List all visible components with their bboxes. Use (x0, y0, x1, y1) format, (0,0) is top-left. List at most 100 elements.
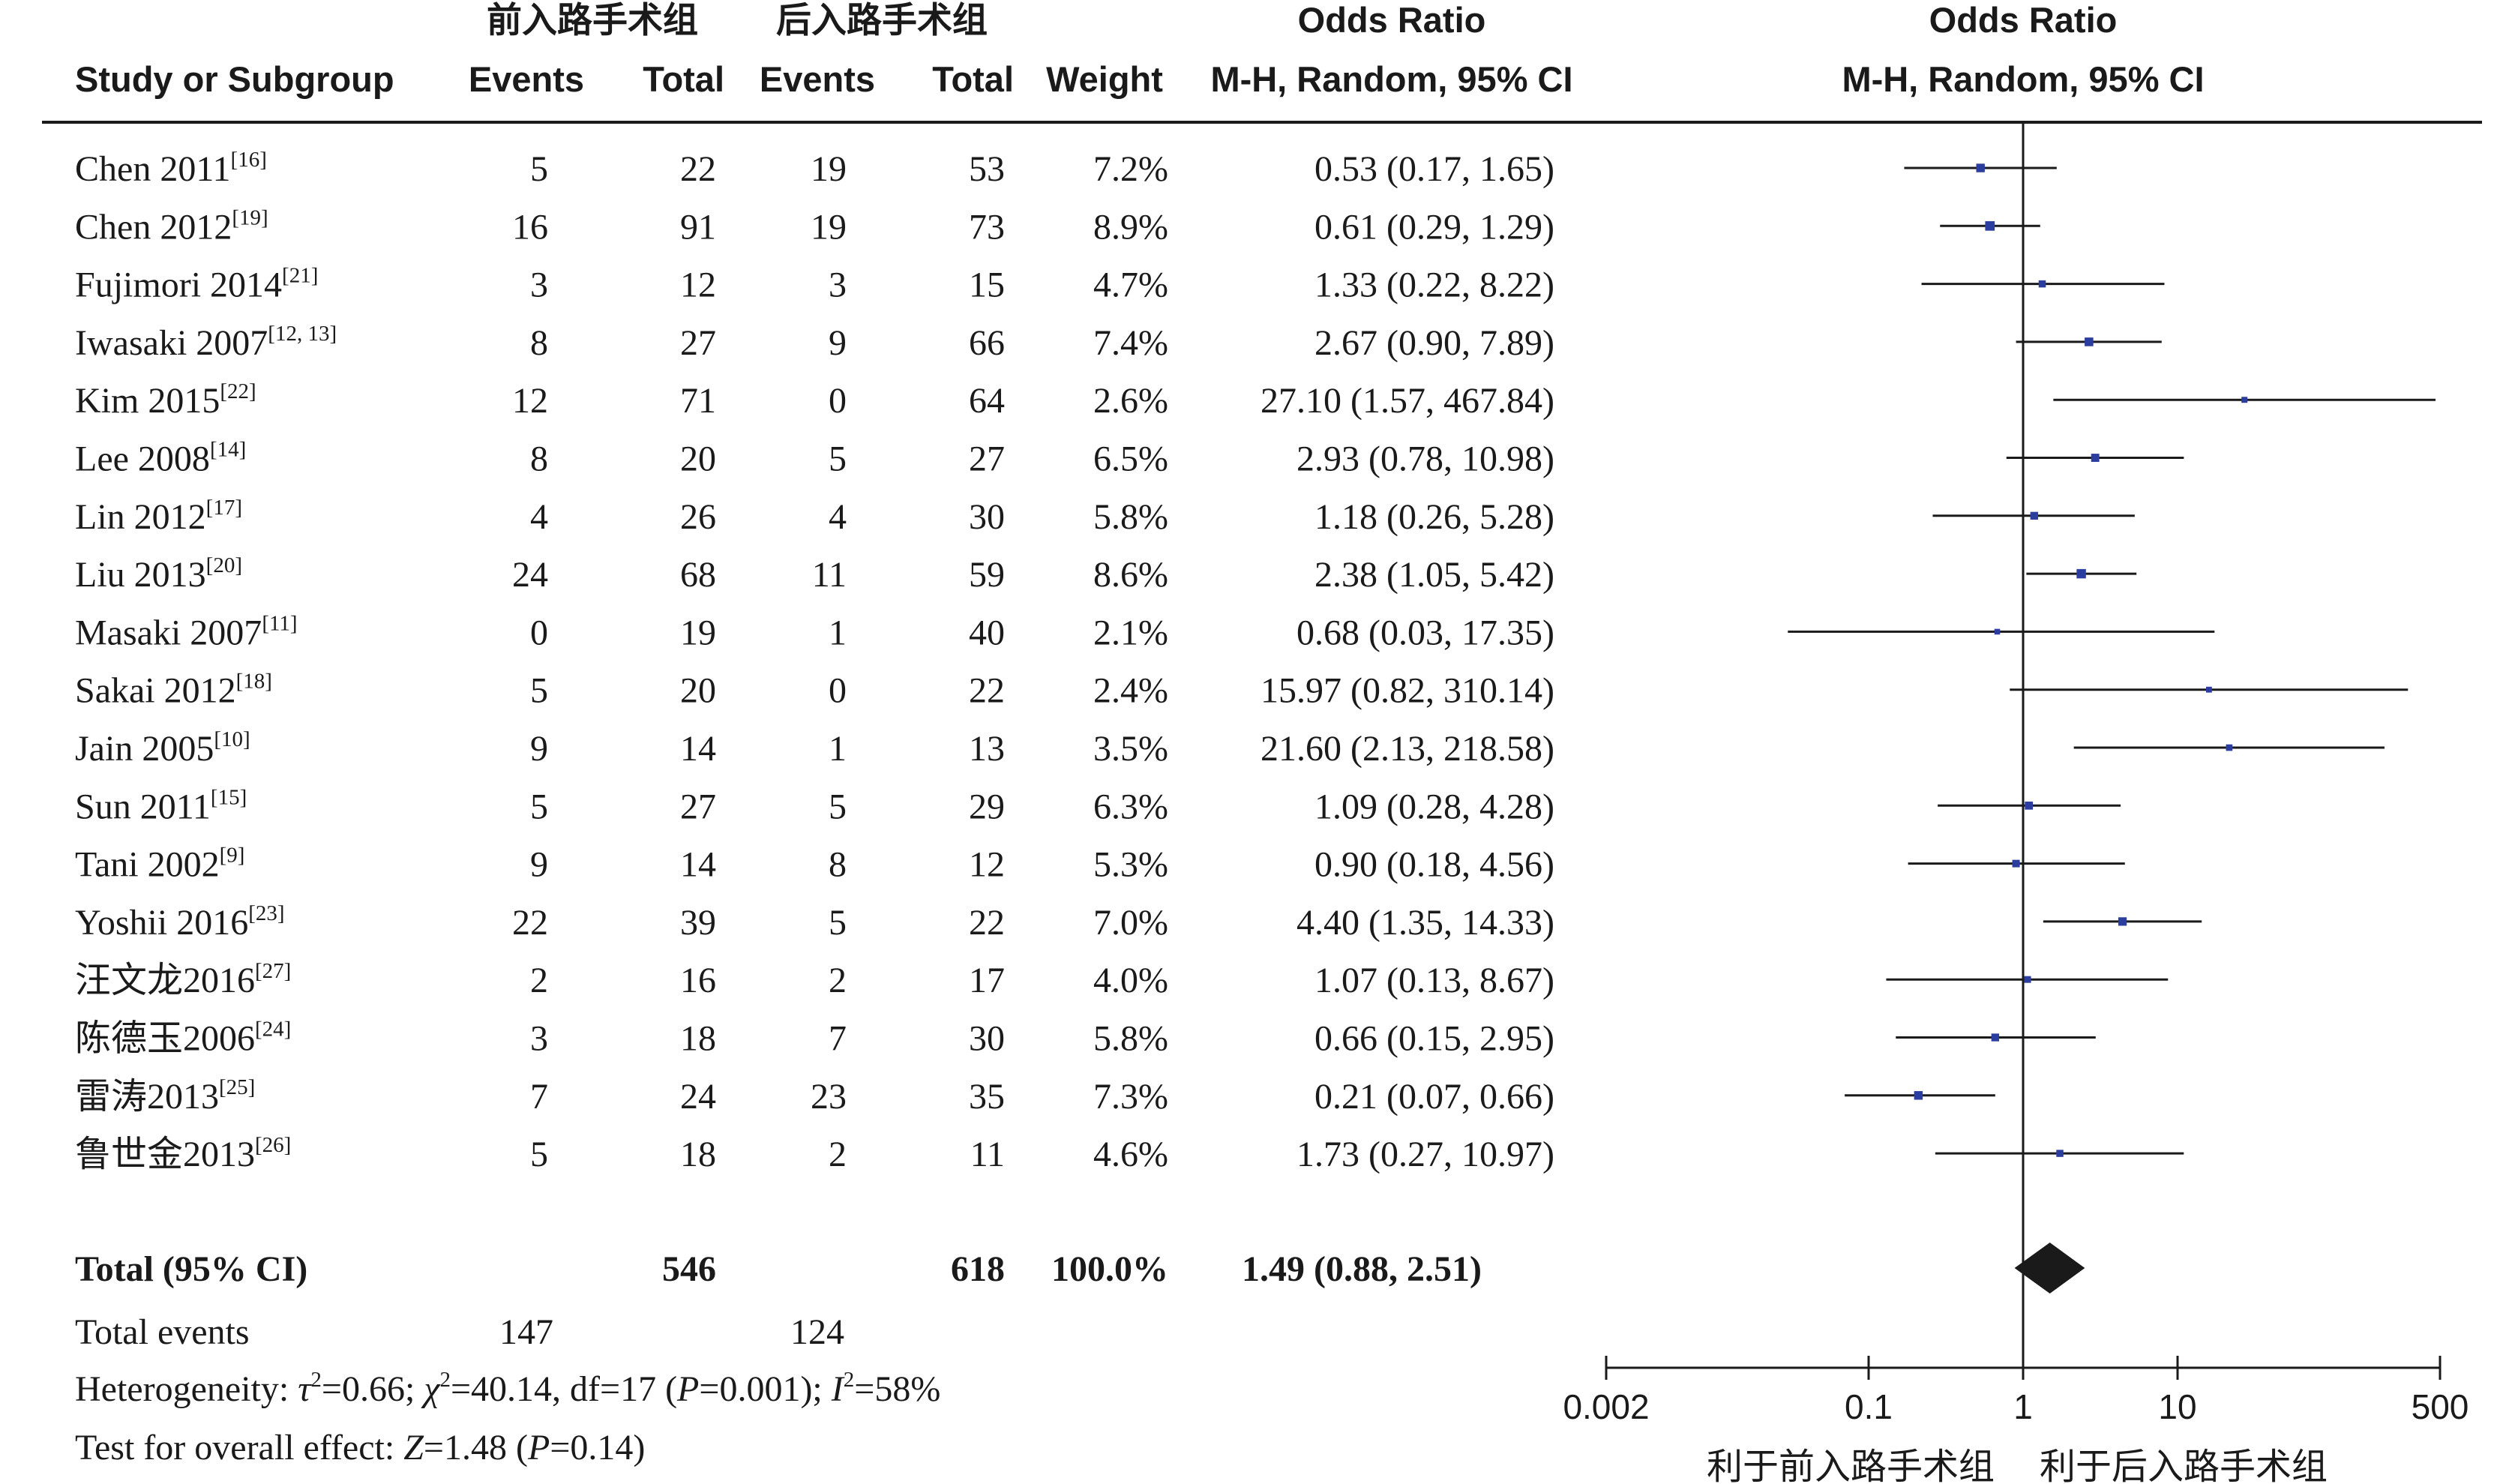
study-total2: 66 (969, 323, 1005, 363)
study-total2: 27 (969, 439, 1005, 479)
study-weight: 2.6% (1093, 381, 1168, 421)
study-total1: 27 (680, 787, 716, 826)
study-total1: 14 (680, 729, 716, 769)
point-estimate-marker (1985, 220, 1995, 231)
study-total1: 20 (680, 439, 716, 479)
study-events2: 9 (829, 323, 847, 363)
study-weight: 7.4% (1093, 323, 1168, 363)
study-events1: 8 (530, 439, 548, 479)
study-or: 21.60 (2.13, 218.58) (1260, 729, 1554, 769)
study-total1: 14 (680, 845, 716, 885)
study-events2: 19 (811, 207, 847, 247)
study-or: 27.10 (1.57, 467.84) (1260, 381, 1554, 421)
study-total1: 24 (680, 1077, 716, 1117)
study-events2: 0 (829, 381, 847, 421)
study-events1: 4 (530, 497, 548, 537)
study-weight: 5.3% (1093, 845, 1168, 885)
study-events2: 3 (829, 265, 847, 305)
study-total1: 27 (680, 323, 716, 363)
heterogeneity-text: Heterogeneity: τ2=0.66; χ2=40.14, df=17 … (75, 1368, 940, 1409)
study-name: 陈德玉2006[24] (75, 1018, 291, 1059)
study-total1: 18 (680, 1135, 716, 1174)
study-weight: 8.9% (1093, 207, 1168, 247)
x-tick-label: 0.002 (1563, 1387, 1649, 1426)
point-estimate-marker (2024, 976, 2031, 983)
study-events1: 3 (530, 265, 548, 305)
study-name: Sun 2011[15] (75, 785, 247, 826)
study-total1: 16 (680, 961, 716, 1000)
study-events1: 9 (530, 729, 548, 769)
point-estimate-marker (2091, 454, 2100, 462)
point-estimate-marker (1994, 628, 2001, 635)
study-events1: 2 (530, 961, 548, 1000)
x-tick-label: 0.1 (1845, 1387, 1893, 1426)
study-or: 0.66 (0.15, 2.95) (1314, 1019, 1554, 1059)
header-method-col: M-H, Random, 95% CI (1210, 59, 1572, 99)
study-weight: 7.2% (1093, 149, 1168, 189)
study-name: Kim 2015[22] (75, 379, 256, 421)
point-estimate-marker (2030, 511, 2038, 520)
study-total2: 15 (969, 265, 1005, 305)
study-or: 1.73 (0.27, 10.97) (1296, 1135, 1554, 1174)
study-or: 2.67 (0.90, 7.89) (1314, 323, 1554, 363)
header-total2: Total (932, 59, 1014, 99)
point-estimate-marker (2226, 744, 2233, 751)
study-events1: 24 (512, 555, 548, 595)
study-name: Chen 2012[19] (75, 205, 268, 247)
total-t1: 546 (662, 1249, 716, 1289)
study-name: 汪文龙2016[27] (75, 959, 291, 1000)
favours-right: 利于后入路手术组 (2040, 1446, 2328, 1484)
point-estimate-marker (2056, 1150, 2064, 1157)
study-total2: 40 (969, 613, 1005, 652)
study-or: 2.93 (0.78, 10.98) (1296, 439, 1554, 479)
study-events2: 1 (829, 613, 847, 652)
study-total2: 11 (970, 1135, 1005, 1174)
study-weight: 8.6% (1093, 555, 1168, 595)
study-weight: 5.8% (1093, 497, 1168, 537)
total-events-e2: 124 (790, 1312, 844, 1352)
study-events1: 22 (512, 903, 548, 943)
study-total2: 29 (969, 787, 1005, 826)
point-estimate-marker (2205, 686, 2212, 693)
total-weight: 100.0% (1051, 1249, 1168, 1289)
study-name: Jain 2005[10] (75, 727, 250, 769)
point-estimate-marker (2038, 280, 2046, 288)
study-name: 雷涛2013[25] (75, 1075, 255, 1117)
study-events2: 7 (829, 1019, 847, 1059)
study-total2: 22 (969, 903, 1005, 943)
study-total1: 20 (680, 671, 716, 711)
study-events2: 5 (829, 787, 847, 826)
study-name: 鲁世金2013[26] (75, 1133, 291, 1174)
favours-left: 利于前入路手术组 (1707, 1446, 1995, 1484)
study-or: 2.38 (1.05, 5.42) (1314, 555, 1554, 595)
study-or: 0.68 (0.03, 17.35) (1296, 613, 1554, 652)
study-weight: 4.0% (1093, 961, 1168, 1000)
point-estimate-marker (2085, 337, 2094, 346)
study-or: 0.90 (0.18, 4.56) (1314, 845, 1554, 885)
study-total1: 12 (680, 265, 716, 305)
study-events2: 19 (811, 149, 847, 189)
study-rows: Chen 2011[16] 5 22 19 53 7.2% 0.53 (0.17, 1.65… (75, 148, 1554, 1174)
header-group1: 前入路手术组 (487, 0, 698, 40)
point-estimate-marker (1991, 1033, 2000, 1042)
study-total1: 71 (680, 381, 716, 421)
total-or: 1.49 (0.88, 2.51) (1242, 1249, 1482, 1289)
study-total2: 30 (969, 1019, 1005, 1059)
study-or: 4.40 (1.35, 14.33) (1296, 903, 1554, 943)
study-weight: 4.6% (1093, 1135, 1168, 1174)
header-group2: 后入路手术组 (776, 0, 988, 40)
study-total2: 22 (969, 671, 1005, 711)
study-or: 0.61 (0.29, 1.29) (1314, 207, 1554, 247)
study-events2: 5 (829, 439, 847, 479)
total-label: Total (95% CI) (75, 1249, 307, 1289)
x-tick-label: 500 (2412, 1387, 2469, 1426)
study-events2: 5 (829, 903, 847, 943)
study-name: Yoshii 2016[23] (75, 901, 285, 943)
header-study: Study or Subgroup (75, 59, 394, 99)
total-events-e1: 147 (499, 1312, 553, 1352)
study-total2: 12 (969, 845, 1005, 885)
study-events1: 5 (530, 671, 548, 711)
study-name: Iwasaki 2007[12, 13] (75, 322, 337, 363)
study-weight: 2.1% (1093, 613, 1168, 652)
